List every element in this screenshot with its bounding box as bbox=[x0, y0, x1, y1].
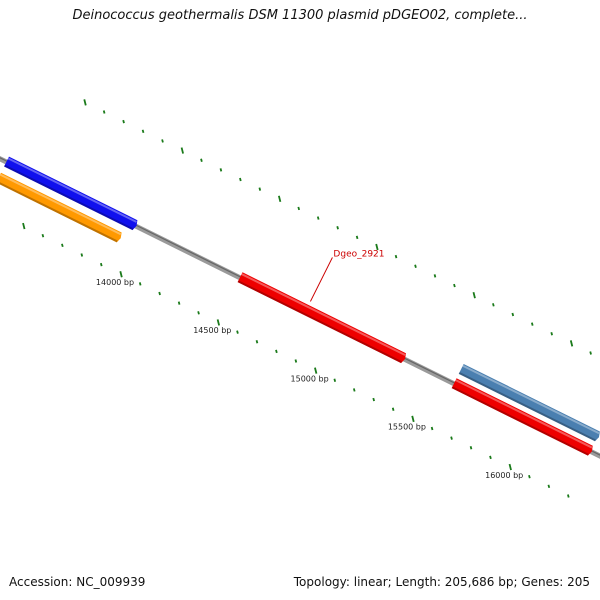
tick-bottom-major bbox=[119, 271, 123, 278]
tick-top-minor bbox=[102, 110, 106, 114]
scale-label: 15500 bp bbox=[388, 423, 426, 432]
map-title: Deinococcus geothermalis DSM 11300 plasm… bbox=[72, 8, 528, 23]
scale-label: 16000 bp bbox=[485, 471, 523, 480]
tick-bottom-major bbox=[508, 463, 512, 471]
tick-top-minor bbox=[550, 332, 553, 336]
tick-top-minor bbox=[394, 254, 398, 259]
scale-labels: 14000 bp 14500 bp 15000 bp 15500 bp 16000 bp bbox=[96, 278, 523, 480]
tick-top-minor bbox=[355, 235, 359, 240]
tick-top-minor bbox=[589, 351, 592, 355]
tick-bottom-minor bbox=[333, 378, 337, 383]
backbone-line-shade bbox=[0, 157, 600, 456]
gene-red[interactable] bbox=[451, 378, 593, 456]
gene-highlight bbox=[455, 379, 593, 449]
tick-bottom-major bbox=[216, 319, 220, 326]
gene-callouts: Dgeo_2921 bbox=[309, 249, 385, 302]
tick-top-major bbox=[83, 99, 87, 106]
gene-body[interactable] bbox=[0, 172, 122, 243]
gene-steel[interactable] bbox=[458, 363, 600, 442]
tick-top-major bbox=[375, 243, 379, 251]
tick-top-minor bbox=[141, 129, 145, 134]
tick-bottom-minor bbox=[138, 282, 142, 286]
gene-body[interactable] bbox=[237, 272, 406, 364]
tick-top-minor bbox=[122, 119, 125, 124]
gene-blue[interactable] bbox=[4, 156, 138, 231]
tick-bottom-minor bbox=[275, 349, 278, 354]
tick-top-minor bbox=[511, 312, 515, 317]
tick-bottom-minor bbox=[489, 455, 492, 460]
gene-highlight bbox=[7, 157, 137, 223]
tick-bottom-minor bbox=[372, 397, 375, 402]
tick-top-minor bbox=[530, 322, 534, 326]
tick-top-minor bbox=[239, 177, 242, 182]
callout-line bbox=[309, 257, 333, 302]
tick-top-minor bbox=[336, 225, 339, 230]
tick-top-minor bbox=[433, 274, 437, 278]
gene-shadow bbox=[0, 182, 118, 243]
gene-body[interactable] bbox=[4, 156, 138, 231]
tick-bottom-minor bbox=[528, 474, 531, 479]
gene-shadow bbox=[458, 372, 596, 442]
tick-bottom-minor bbox=[255, 339, 259, 344]
accession-label: Accession: NC_009939 bbox=[9, 575, 146, 589]
gene-highlight bbox=[241, 273, 406, 356]
scale-label: 15000 bp bbox=[291, 374, 329, 383]
tick-top-minor bbox=[492, 303, 495, 307]
scale-ticks bbox=[22, 99, 592, 498]
tick-bottom-minor bbox=[158, 291, 161, 296]
gene-body[interactable] bbox=[458, 363, 600, 442]
tick-bottom-minor bbox=[41, 233, 45, 238]
summary-label: Topology: linear; Length: 205,686 bp; Ge… bbox=[293, 575, 590, 589]
gene-features[interactable] bbox=[0, 156, 600, 456]
tick-top-minor bbox=[297, 206, 301, 211]
tick-bottom-minor bbox=[177, 301, 181, 305]
tick-bottom-major bbox=[411, 415, 415, 423]
tick-top-major bbox=[278, 195, 282, 203]
gene-shadow bbox=[4, 164, 134, 231]
tick-bottom-minor bbox=[197, 311, 200, 315]
tick-bottom-minor bbox=[294, 359, 298, 363]
tick-bottom-minor bbox=[430, 426, 434, 431]
tick-bottom-minor bbox=[391, 407, 395, 411]
gene-highlight bbox=[462, 364, 600, 435]
tick-bottom-minor bbox=[80, 253, 84, 257]
gene-highlight bbox=[0, 173, 122, 236]
tick-top-minor bbox=[258, 187, 262, 191]
tick-top-major bbox=[472, 291, 476, 299]
tick-top-minor bbox=[414, 264, 417, 269]
gene-shadow bbox=[451, 386, 589, 456]
gene-body[interactable] bbox=[451, 378, 593, 456]
tick-bottom-minor bbox=[61, 243, 64, 248]
tick-top-major bbox=[180, 147, 184, 154]
tick-bottom-minor bbox=[567, 494, 570, 498]
tick-top-minor bbox=[161, 139, 164, 143]
gene-label[interactable]: Dgeo_2921 bbox=[333, 249, 384, 259]
tick-top-minor bbox=[316, 216, 320, 220]
scale-label: 14000 bp bbox=[96, 278, 134, 287]
gene-orange[interactable] bbox=[0, 172, 122, 243]
tick-bottom-minor bbox=[547, 484, 551, 489]
tick-top-minor bbox=[200, 158, 203, 162]
tick-top-major bbox=[569, 340, 574, 347]
gene-red[interactable] bbox=[237, 272, 406, 364]
tick-bottom-major bbox=[22, 222, 26, 230]
tick-bottom-major bbox=[314, 367, 318, 374]
tick-bottom-minor bbox=[469, 446, 473, 450]
tick-bottom-minor bbox=[236, 330, 239, 334]
tick-top-minor bbox=[453, 283, 456, 288]
tick-bottom-minor bbox=[99, 262, 103, 267]
tick-bottom-minor bbox=[352, 388, 356, 392]
gene-shadow bbox=[237, 280, 402, 364]
scale-label: 14500 bp bbox=[193, 326, 231, 335]
tick-top-minor bbox=[219, 168, 223, 172]
tick-bottom-minor bbox=[450, 436, 453, 440]
